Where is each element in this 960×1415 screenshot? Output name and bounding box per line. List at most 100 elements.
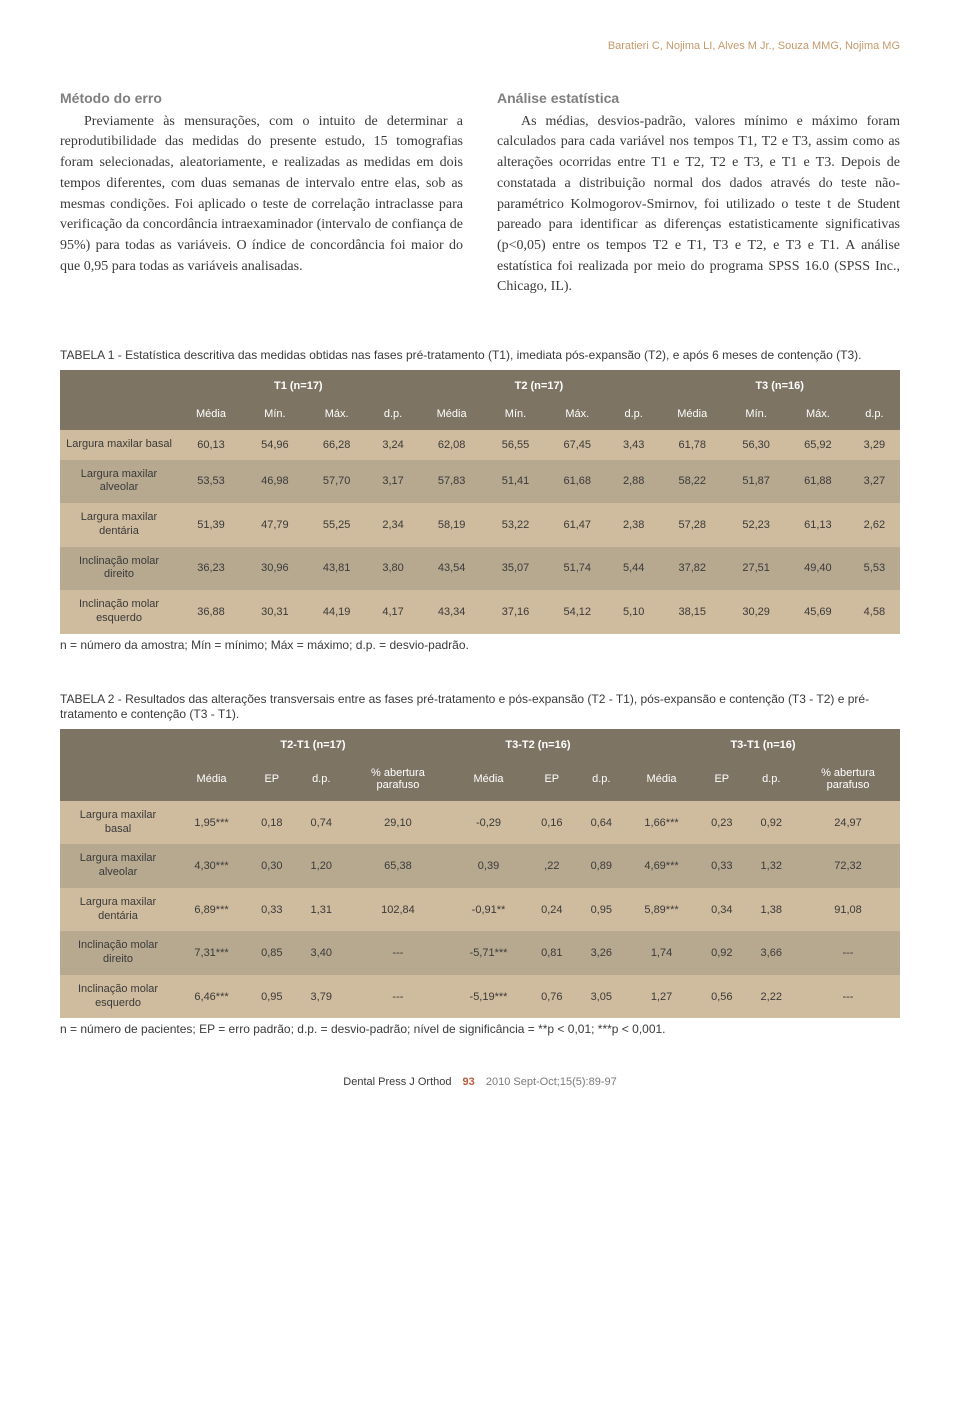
table2-col-header: d.p. — [297, 759, 346, 801]
table2-cell: 3,66 — [747, 931, 796, 975]
table2-cell: 0,39 — [450, 844, 527, 888]
table1-cell: 27,51 — [725, 547, 787, 591]
table1-cell: 54,96 — [244, 430, 306, 460]
table1-group-header: T1 (n=17) — [178, 370, 419, 400]
table2-cell: 5,89*** — [626, 888, 697, 932]
table1-cell: 57,28 — [659, 503, 725, 547]
table2-cell: 0,92 — [747, 801, 796, 845]
table1-cell: 43,54 — [419, 547, 485, 591]
table1-cell: 51,74 — [546, 547, 608, 591]
table2-cell: 24,97 — [796, 801, 900, 845]
table1-footnote: n = número da amostra; Mín = mínimo; Máx… — [60, 638, 900, 652]
table1-cell: 36,88 — [178, 590, 244, 634]
table2-cell: 3,40 — [297, 931, 346, 975]
table1-cell: 58,22 — [659, 460, 725, 504]
table1-group-header: T2 (n=17) — [419, 370, 660, 400]
table1-row-label: Inclinação molar direito — [60, 547, 178, 591]
table2-cell: ,22 — [527, 844, 576, 888]
table2-cell: 1,66*** — [626, 801, 697, 845]
table2-cell: 102,84 — [346, 888, 450, 932]
footer-page-number: 93 — [463, 1076, 475, 1088]
table1-cell: 3,29 — [849, 430, 900, 460]
table1-cell: 45,69 — [787, 590, 849, 634]
table2-cell: 7,31*** — [176, 931, 247, 975]
footer-issue: 2010 Sept-Oct;15(5):89-97 — [486, 1076, 617, 1088]
table2-cell: 6,46*** — [176, 975, 247, 1019]
table1-cell: 56,30 — [725, 430, 787, 460]
table2-cell: 6,89*** — [176, 888, 247, 932]
table1-cell: 60,13 — [178, 430, 244, 460]
table1-cell: 44,19 — [306, 590, 368, 634]
table1-col-header: d.p. — [367, 400, 418, 430]
table2-cell: 0,56 — [697, 975, 746, 1019]
table1-cell: 30,96 — [244, 547, 306, 591]
table2-cell: 3,05 — [577, 975, 626, 1019]
table2-row-label: Largura maxilar basal — [60, 801, 176, 845]
table1-cell: 49,40 — [787, 547, 849, 591]
table2-cell: 0,92 — [697, 931, 746, 975]
table2-col-header: EP — [247, 759, 296, 801]
table1-cell: 2,34 — [367, 503, 418, 547]
table1-cell: 58,19 — [419, 503, 485, 547]
table2: T2-T1 (n=17)T3-T2 (n=16)T3-T1 (n=16)Médi… — [60, 729, 900, 1019]
table2-group-header: T3-T2 (n=16) — [450, 729, 626, 759]
table1-cell: 52,23 — [725, 503, 787, 547]
table2-cell: -5,71*** — [450, 931, 527, 975]
section-title-right: Análise estatística — [497, 88, 900, 109]
table2-cell: 1,31 — [297, 888, 346, 932]
table1-col-header: Média — [419, 400, 485, 430]
table1-col-header: d.p. — [608, 400, 659, 430]
table2-cell: 0,23 — [697, 801, 746, 845]
table1-cell: 65,92 — [787, 430, 849, 460]
table1-cell: 3,17 — [367, 460, 418, 504]
table1-cell: 47,79 — [244, 503, 306, 547]
table1-cell: 5,44 — [608, 547, 659, 591]
table1-cell: 3,80 — [367, 547, 418, 591]
table2-cell: --- — [346, 975, 450, 1019]
table1-cell: 66,28 — [306, 430, 368, 460]
table2-cell: 65,38 — [346, 844, 450, 888]
footer-journal: Dental Press J Orthod — [343, 1076, 451, 1088]
table1-group-header: T3 (n=16) — [659, 370, 900, 400]
table2-cell: 4,69*** — [626, 844, 697, 888]
table1-cell: 4,58 — [849, 590, 900, 634]
table1: T1 (n=17)T2 (n=17)T3 (n=16)MédiaMín.Máx.… — [60, 370, 900, 634]
table1-cell: 61,68 — [546, 460, 608, 504]
table2-cell: 1,38 — [747, 888, 796, 932]
table2-cell: -0,29 — [450, 801, 527, 845]
table2-cell: 0,64 — [577, 801, 626, 845]
table1-cell: 61,88 — [787, 460, 849, 504]
table2-row-label: Largura maxilar dentária — [60, 888, 176, 932]
table1-col-header: Mín. — [725, 400, 787, 430]
table2-col-header: Média — [626, 759, 697, 801]
table2-cell: -5,19*** — [450, 975, 527, 1019]
table2-cell: 91,08 — [796, 888, 900, 932]
table2-cell: 72,32 — [796, 844, 900, 888]
table2-col-header: Média — [176, 759, 247, 801]
table1-cell: 46,98 — [244, 460, 306, 504]
table1-cell: 57,83 — [419, 460, 485, 504]
table2-cell: --- — [346, 931, 450, 975]
table2-caption: TABELA 2 - Resultados das alterações tra… — [60, 692, 900, 723]
table2-cell: 1,32 — [747, 844, 796, 888]
table2-footnote: n = número de pacientes; EP = erro padrã… — [60, 1022, 900, 1036]
table2-col-header: EP — [697, 759, 746, 801]
table1-col-header: Média — [659, 400, 725, 430]
table2-cell: 29,10 — [346, 801, 450, 845]
table2-cell: 2,22 — [747, 975, 796, 1019]
table1-cell: 53,53 — [178, 460, 244, 504]
table1-cell: 67,45 — [546, 430, 608, 460]
table1-row-label: Largura maxilar dentária — [60, 503, 178, 547]
table2-col-header: d.p. — [747, 759, 796, 801]
table1-cell: 4,17 — [367, 590, 418, 634]
table2-cell: 1,74 — [626, 931, 697, 975]
table1-cell: 54,12 — [546, 590, 608, 634]
table1-col-header: Média — [178, 400, 244, 430]
table2-cell: 0,74 — [297, 801, 346, 845]
table1-cell: 55,25 — [306, 503, 368, 547]
table1-cell: 38,15 — [659, 590, 725, 634]
table1-cell: 43,34 — [419, 590, 485, 634]
table2-cell: --- — [796, 975, 900, 1019]
table1-col-header: Mín. — [244, 400, 306, 430]
table2-cell: 0,30 — [247, 844, 296, 888]
